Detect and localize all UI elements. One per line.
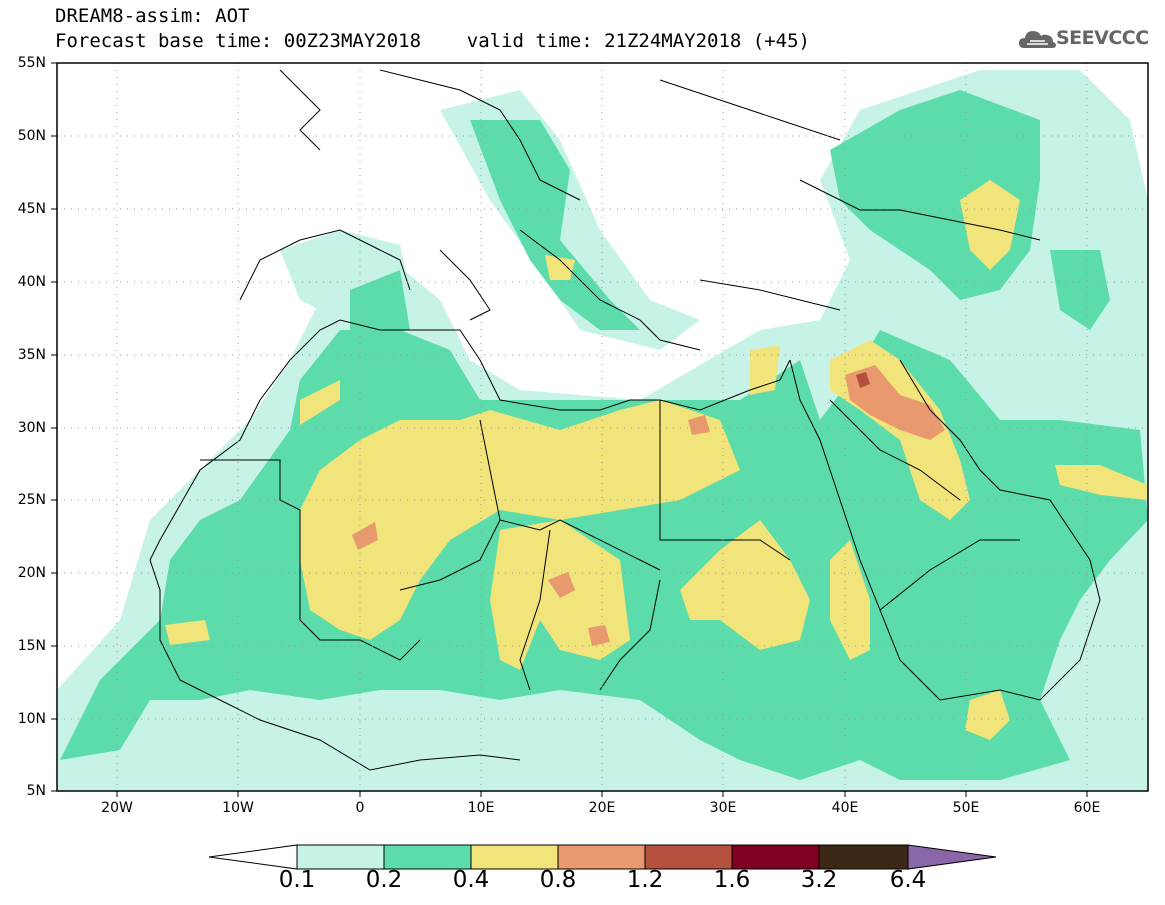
lat-label: 55N: [17, 55, 46, 71]
lat-label: 30N: [17, 420, 46, 436]
colorbar-segment-8: [907, 844, 997, 870]
colorbar-label: 0.1: [278, 867, 316, 893]
colorbar-segment-0: [208, 844, 298, 870]
colorbar-label: 3.2: [800, 867, 838, 893]
lat-label: 45N: [17, 201, 46, 217]
forecast-times: Forecast base time: 00Z23MAY2018 valid t…: [55, 30, 810, 52]
cloud-icon: [1019, 31, 1056, 48]
colorbar: [208, 844, 997, 870]
colorbar-segment-6: [731, 844, 820, 870]
lat-label: 35N: [17, 347, 46, 363]
logo-text: SEEVCCC: [1056, 27, 1149, 49]
lat-label: 5N: [26, 783, 46, 799]
lon-label: 20W: [101, 800, 133, 816]
lat-label: 15N: [17, 638, 46, 654]
colorbar-segment-2: [383, 844, 472, 870]
colorbar-segment-4: [557, 844, 646, 870]
map-title: DREAM8-assim: AOT: [55, 5, 250, 27]
lat-label: 50N: [17, 128, 46, 144]
lat-label: 25N: [17, 492, 46, 508]
lon-label: 50E: [952, 800, 980, 816]
lon-label: 20E: [588, 800, 616, 816]
lon-label: 10E: [467, 800, 495, 816]
colorbar-label: 0.2: [365, 867, 403, 893]
colorbar-segment-3: [470, 844, 559, 870]
colorbar-segment-1: [296, 844, 385, 870]
lat-label: 10N: [17, 711, 46, 727]
lon-label: 30E: [709, 800, 737, 816]
lat-label: 40N: [17, 274, 46, 290]
colorbar-segment-7: [818, 844, 909, 870]
colorbar-label: 0.4: [452, 867, 490, 893]
lon-label: 60E: [1073, 800, 1101, 816]
lon-label: 0: [355, 800, 365, 816]
colorbar-segment-5: [644, 844, 733, 870]
graticule: [57, 63, 1148, 791]
colorbar-label: 6.4: [889, 867, 927, 893]
lon-label: 10W: [222, 800, 254, 816]
tick-marks: [51, 62, 1088, 797]
coastlines: [149, 69, 1101, 771]
lat-label: 20N: [17, 565, 46, 581]
colorbar-label: 1.2: [626, 867, 664, 893]
lon-label: 40E: [831, 800, 859, 816]
colorbar-label: 0.8: [539, 867, 577, 893]
colorbar-label: 1.6: [713, 867, 751, 893]
